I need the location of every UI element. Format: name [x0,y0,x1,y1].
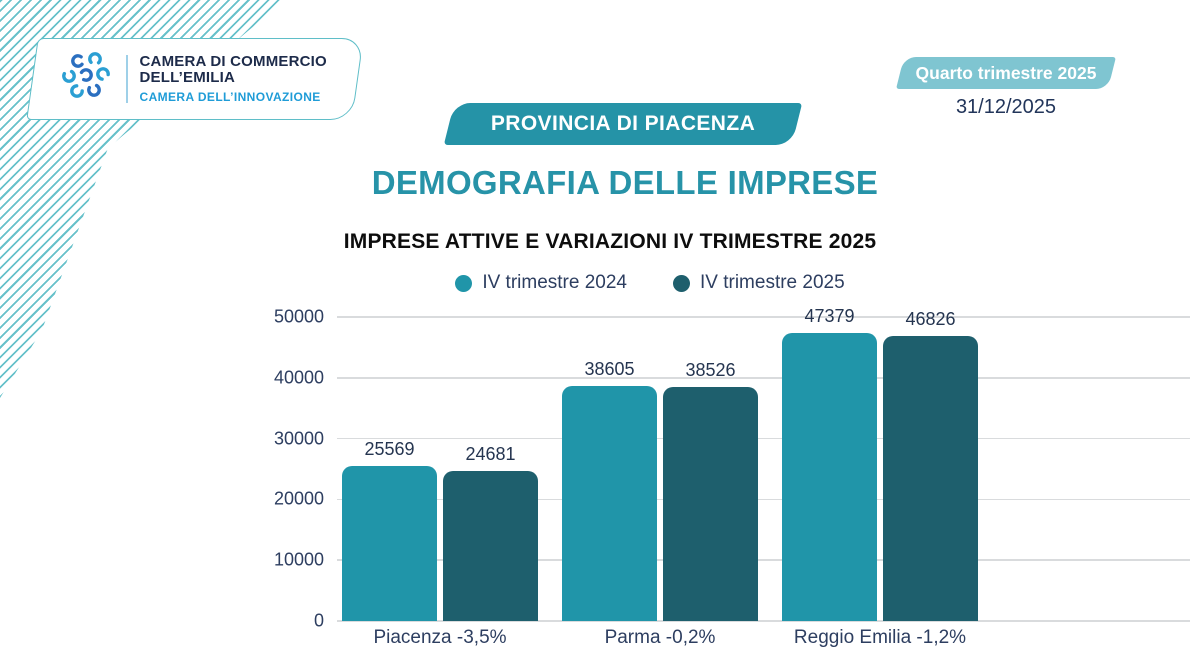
chamber-name-line2: DELL’EMILIA [139,69,236,87]
y-axis-tick-label: 0 [313,610,324,631]
y-axis-tick-label: 50000 [273,306,324,327]
y-axis-tick-label: 20000 [273,488,324,509]
chart-bar [562,386,657,621]
chart-bar [782,333,877,621]
gridline-10000 [337,559,1190,561]
bar-value-label: 38526 [685,360,736,380]
chart-bar [883,336,978,621]
gridline-50000 [337,316,1190,318]
chamber-name-line1: CAMERA DI COMMERCIO [139,52,327,70]
logo-divider [126,55,128,103]
report-date: 31/12/2025 [955,96,1057,118]
y-axis-tick-label: 40000 [273,367,324,388]
x-axis-category-label: Parma -0,2% [604,627,716,648]
chart-bar [443,471,538,621]
period-badge-label: Quarto trimestre 2025 [915,62,1097,83]
bar-value-label: 47379 [804,306,855,326]
page-title: DEMOGRAFIA DELLE IMPRESE [371,164,879,201]
camera-commercio-logo-icon [62,52,110,98]
y-axis-tick-label: 10000 [273,549,324,570]
bar-chart-plot-area: 0 10000 20000 30000 40000 50000 25569 24681 Piac… [274,306,1190,648]
gridline-40000 [337,377,1190,379]
bar-value-label: 25569 [364,439,415,459]
period-badge: Quarto trimestre 2025 [896,57,1116,89]
legend-item-2025: IV trimestre 2025 [673,272,845,294]
chart-bar [342,466,437,621]
bar-value-label: 46826 [905,309,956,329]
chart-title: IMPRESE ATTIVE E VARIAZIONI IV TRIMESTRE… [343,230,877,253]
chart-bar [663,387,758,621]
legend-swatch-2024 [455,274,473,292]
bar-value-label: 24681 [465,444,516,464]
chamber-tagline: CAMERA DELL’INNOVAZIONE [139,90,321,105]
bar-value-label: 38605 [584,359,635,379]
gridline-0 [337,620,1190,622]
legend-label-2024: IV trimestre 2024 [482,272,627,293]
chamber-logo-card: CAMERA DI COMMERCIO DELL’EMILIA CAMERA D… [26,38,364,120]
gridline-20000 [337,498,1190,501]
chart-legend: IV trimestre 2024 IV trimestre 2025 [0,272,1193,294]
province-banner-label: PROVINCIA DI PIACENZA [490,112,756,135]
x-axis-category-label: Piacenza -3,5% [373,627,507,648]
y-axis-tick-label: 30000 [273,428,324,449]
legend-label-2025: IV trimestre 2025 [700,272,845,293]
legend-item-2024: IV trimestre 2024 [455,272,627,294]
x-axis-category-label: Reggio Emilia -1,2% [793,627,967,648]
legend-swatch-2025 [673,274,690,292]
province-banner: PROVINCIA DI PIACENZA [443,103,803,145]
gridline-30000 [337,437,1190,440]
